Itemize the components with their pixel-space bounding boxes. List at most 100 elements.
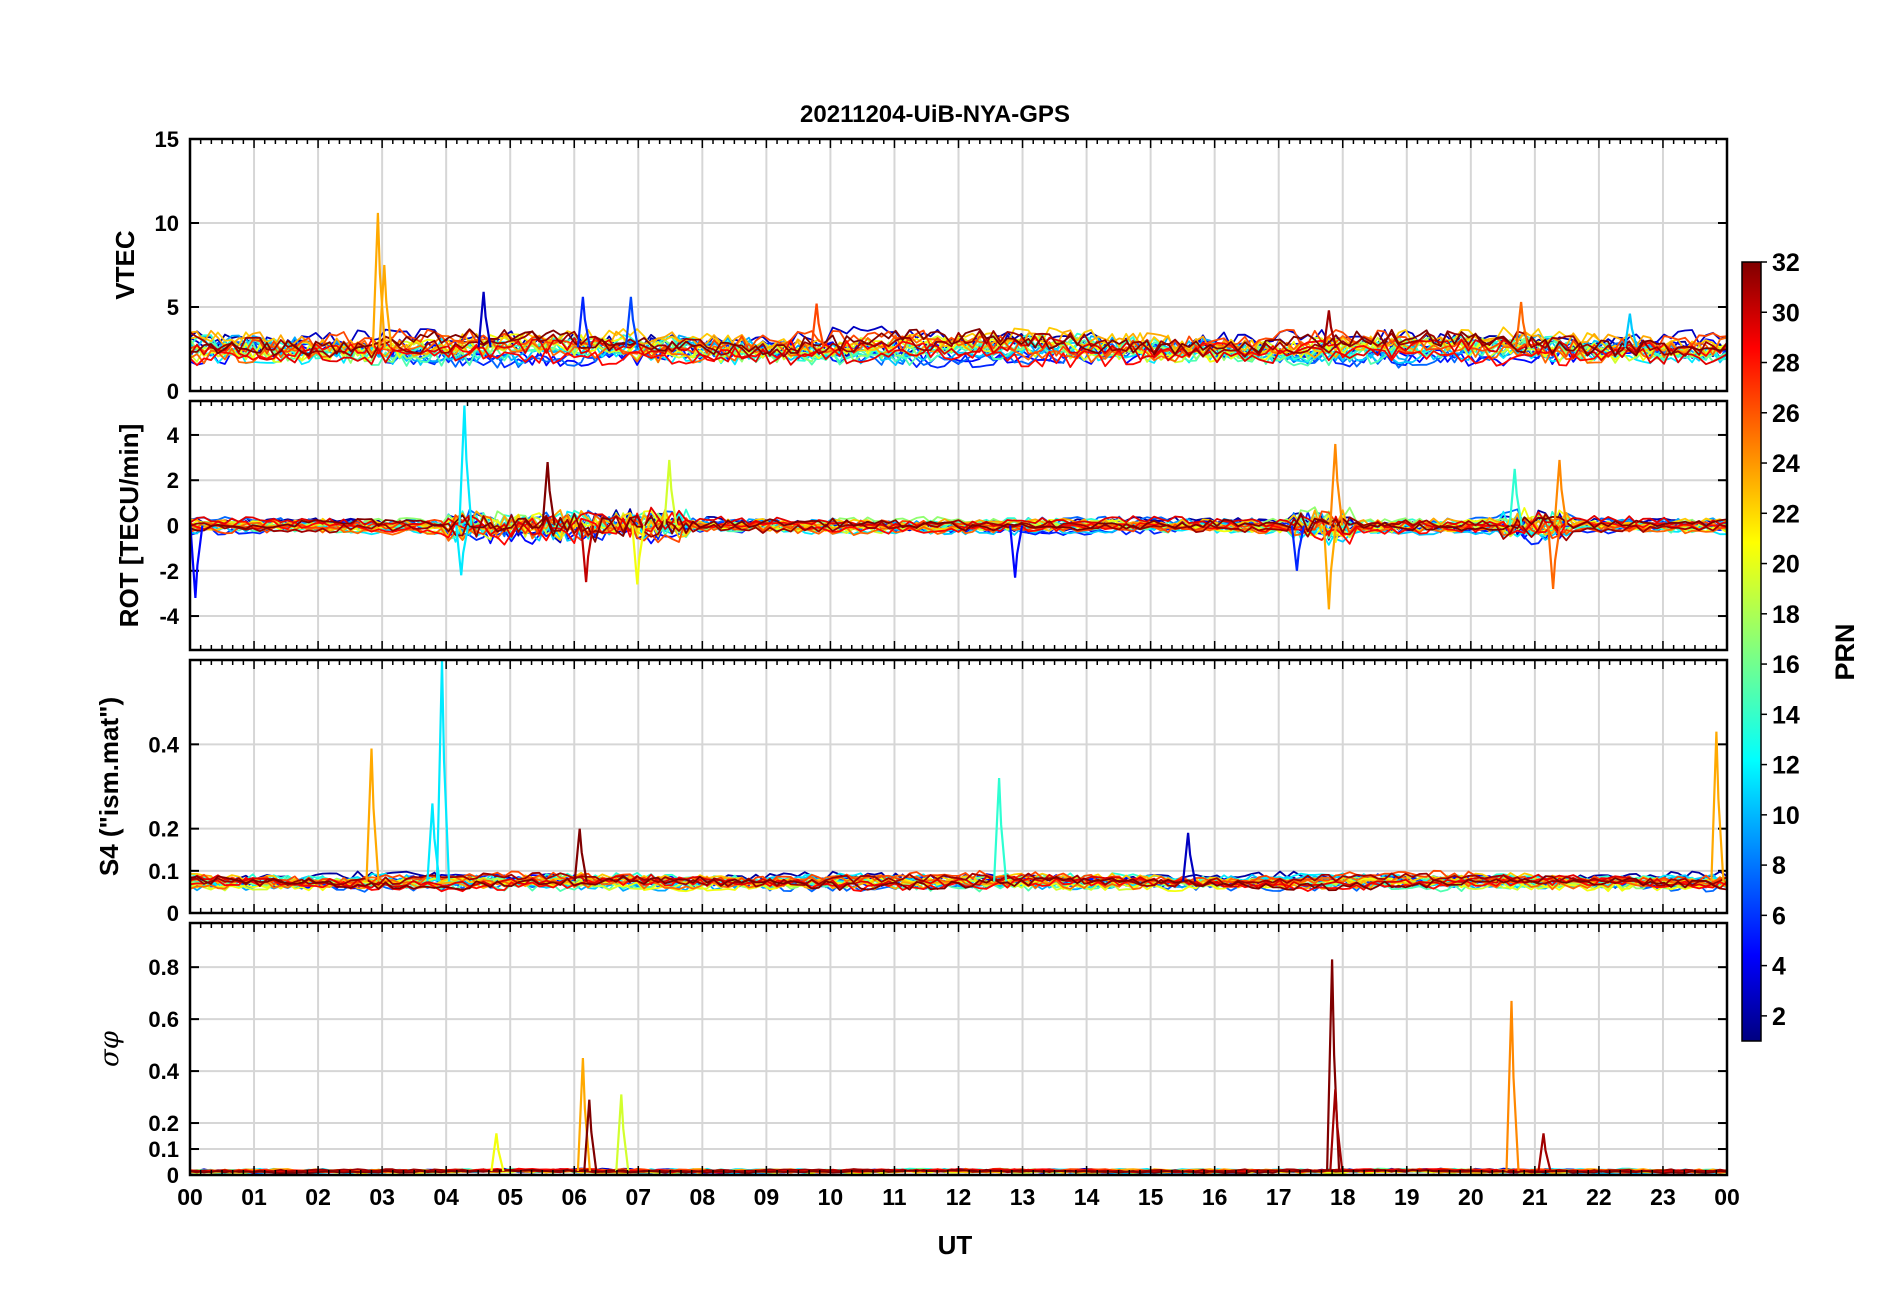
colorbar-tick-label: 12 xyxy=(1772,752,1800,780)
x-tick-label: 10 xyxy=(818,1184,844,1210)
colorbar-tick-label: 2 xyxy=(1772,1003,1786,1031)
spike-prn-12 xyxy=(435,659,451,882)
spike-prn-20 xyxy=(490,1133,505,1172)
y-axis-label-sigma_phi: σφ xyxy=(95,1030,125,1067)
series-prn-28 xyxy=(189,339,1728,369)
series-prn-23 xyxy=(189,329,1728,359)
spike-prn-31 xyxy=(1322,310,1337,348)
y-tick-label: 4 xyxy=(167,423,180,448)
spike-prn-32 xyxy=(583,1099,598,1172)
colorbar-tick-label: 16 xyxy=(1772,651,1800,679)
spike-prn-19 xyxy=(615,1094,630,1172)
colorbar-tick-label: 18 xyxy=(1772,601,1800,629)
y-axis-label-s4: S4 ("ism.mat") xyxy=(94,697,124,876)
spike-prn-3 xyxy=(477,291,492,348)
x-tick-label: 20 xyxy=(1458,1184,1484,1210)
colorbar-tick-label: 30 xyxy=(1772,299,1800,327)
x-tick-label: 05 xyxy=(497,1184,523,1210)
x-tick-label: 18 xyxy=(1330,1184,1356,1210)
colorbar-tick-label: 26 xyxy=(1772,400,1800,428)
colorbar-tick-label: 10 xyxy=(1772,802,1800,830)
panel-sigma_phi: 00.10.2 0.4 0.6 0.8 σφ 00 01 02 03 04 05 06 07 08 09 10… xyxy=(95,921,1740,1210)
series-prn-29 xyxy=(189,335,1728,366)
series-prn-32 xyxy=(189,328,1728,358)
y-tick-label: 0.2 xyxy=(148,1111,179,1136)
y-tick-label: 0.6 xyxy=(148,1007,179,1032)
y-tick-label: -2 xyxy=(159,559,179,584)
series-prn-31 xyxy=(189,871,1728,888)
x-tick-label: 15 xyxy=(1138,1184,1164,1210)
x-tick-label: 04 xyxy=(433,1184,459,1210)
series-prn-29 xyxy=(189,506,1728,538)
spike-prn-25 xyxy=(1547,525,1562,589)
x-tick-label: 03 xyxy=(369,1184,395,1210)
spike-prn-11 xyxy=(1623,313,1638,348)
series-prn-32 xyxy=(189,512,1728,543)
y-tick-label: 5 xyxy=(167,295,179,320)
spike-prn-23 xyxy=(1710,731,1725,882)
spike-prn-25 xyxy=(1515,301,1530,348)
x-axis-label: UT xyxy=(938,1230,973,1260)
spike-prn-30 xyxy=(580,525,595,583)
spike-prn-31 xyxy=(1537,1133,1552,1172)
y-tick-label: 0 xyxy=(167,1163,179,1188)
colorbar-tick-label: 28 xyxy=(1772,350,1800,378)
x-tick-label: 00 xyxy=(177,1184,203,1210)
y-axis-label-rot: ROT [TECU/min] xyxy=(114,424,144,628)
y-tick-label: -4 xyxy=(159,604,179,629)
spike-prn-7 xyxy=(624,296,639,348)
x-tick-label: 11 xyxy=(882,1184,907,1210)
spike-prn-23 xyxy=(365,748,380,882)
spike-prn-14 xyxy=(1508,468,1523,526)
spike-prn-3 xyxy=(1182,832,1197,882)
y-tick-label: 0.1 xyxy=(148,1137,179,1162)
x-tick-label: 09 xyxy=(754,1184,780,1210)
colorbar-tick-label: 24 xyxy=(1772,450,1800,478)
y-tick-label: 10 xyxy=(155,211,179,236)
x-tick-label: 13 xyxy=(1010,1184,1036,1210)
x-tick-label: 12 xyxy=(946,1184,972,1210)
spike-prn-5 xyxy=(1009,525,1024,578)
spike-prn-24 xyxy=(1553,459,1568,526)
x-tick-label: 21 xyxy=(1522,1184,1548,1210)
spike-prn-14 xyxy=(993,778,1008,882)
spike-prn-32 xyxy=(541,462,556,526)
series-prn-32 xyxy=(189,875,1728,892)
x-tick-label: 22 xyxy=(1586,1184,1612,1210)
y-tick-label: 15 xyxy=(155,127,179,152)
colorbar-tick-label: 22 xyxy=(1772,500,1800,528)
spike-prn-24 xyxy=(1329,443,1344,526)
spike-prn-24 xyxy=(1505,1000,1520,1172)
x-tick-label: 02 xyxy=(305,1184,331,1210)
colorbar-tick-label: 8 xyxy=(1772,852,1786,880)
spike-prn-19 xyxy=(663,459,678,526)
y-tick-label: 2 xyxy=(167,468,179,493)
colorbar-tick-label: 32 xyxy=(1772,249,1800,277)
y-tick-label: 0.2 xyxy=(148,817,179,842)
colorbar-label: PRN xyxy=(1830,623,1860,680)
x-tick-label: 08 xyxy=(690,1184,716,1210)
y-tick-label: 0.1 xyxy=(148,859,179,884)
x-tick-label: 06 xyxy=(561,1184,587,1210)
x-tick-label: 00 xyxy=(1714,1184,1740,1210)
series-prn-31 xyxy=(189,330,1728,359)
y-tick-label: 0 xyxy=(167,379,179,404)
series-prn-31 xyxy=(189,513,1728,542)
x-tick-label: 16 xyxy=(1202,1184,1228,1210)
colorbar-tick-label: 6 xyxy=(1772,902,1786,930)
spike-prn-12 xyxy=(455,525,470,576)
x-tick-label: 07 xyxy=(625,1184,651,1210)
spike-prn-26 xyxy=(810,303,825,348)
panel-vtec: 0 5 10 15 VTEC xyxy=(110,127,1729,404)
x-tick-label: 23 xyxy=(1650,1184,1676,1210)
series-prn-29 xyxy=(189,873,1728,890)
y-tick-label: 0 xyxy=(167,514,179,539)
y-axis-label-vtec: VTEC xyxy=(110,230,140,300)
y-tick-label: 0.4 xyxy=(148,732,179,757)
panel-s4: 0 0.1 0.2 0.4 S4 ("ism.mat") xyxy=(94,658,1729,926)
colorbar-tick-label: 14 xyxy=(1772,701,1800,729)
spike-prn-23 xyxy=(1322,525,1337,610)
spike-prn-20 xyxy=(631,525,646,585)
